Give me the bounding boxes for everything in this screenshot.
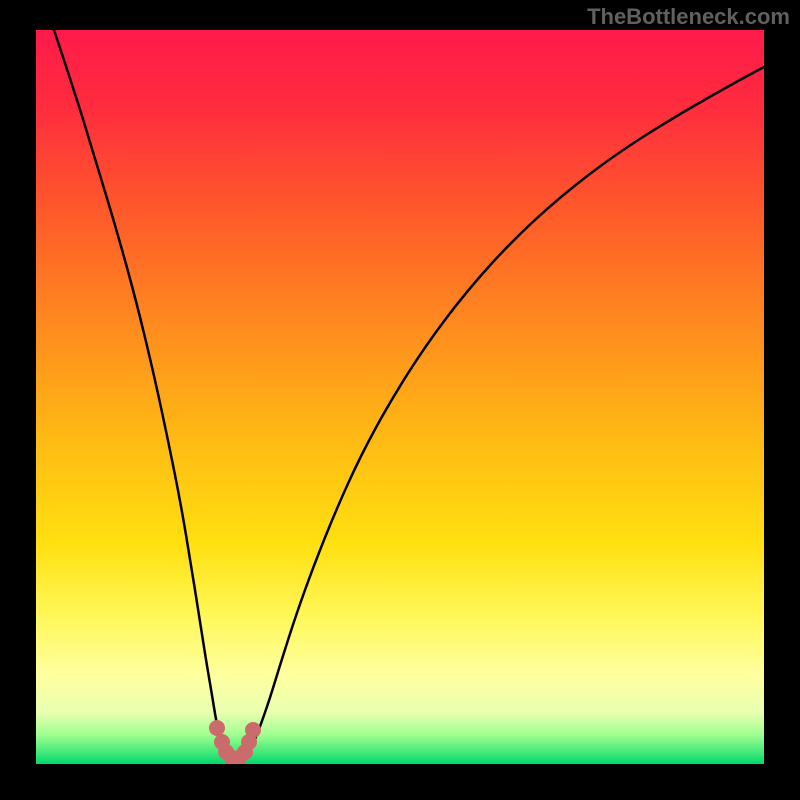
- plot-area: [36, 30, 764, 764]
- valley-marker-dot: [209, 720, 225, 736]
- valley-marker-dot: [245, 722, 261, 738]
- chart-container: TheBottleneck.com: [0, 0, 800, 800]
- chart-svg: [36, 30, 764, 764]
- gradient-background: [36, 30, 764, 764]
- watermark-text: TheBottleneck.com: [587, 4, 790, 30]
